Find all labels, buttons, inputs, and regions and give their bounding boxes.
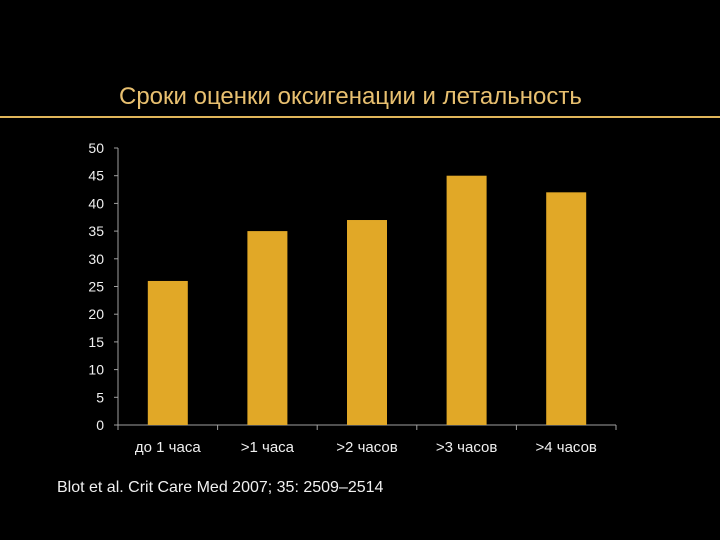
x-tick-label: до 1 часа [135, 439, 201, 456]
y-tick-label: 25 [88, 279, 104, 295]
x-axis [117, 424, 617, 430]
y-tick-label: 0 [96, 417, 104, 433]
y-tick-label: 35 [88, 223, 104, 239]
x-tick-label: >3 часов [436, 439, 497, 456]
bar [446, 175, 487, 425]
y-axis: 0 5 10 15 20 25 30 35 40 45 50 [88, 140, 119, 433]
y-tick-label: 40 [88, 195, 104, 211]
y-tick-label: 30 [88, 251, 104, 267]
x-tick-label: >1 часа [241, 439, 295, 456]
x-tick-label: >4 часов [535, 439, 596, 456]
title-divider [0, 116, 720, 118]
slide-title: Сроки оценки оксигенации и летальность [119, 83, 582, 110]
bar [546, 192, 587, 425]
citation: Blot et al. Crit Care Med 2007; 35: 2509… [57, 479, 384, 496]
y-tick-label: 45 [88, 168, 104, 184]
y-tick-label: 15 [88, 334, 104, 350]
y-tick-label: 10 [88, 362, 104, 378]
x-tick-label: >2 часов [336, 439, 397, 456]
bar [147, 280, 188, 425]
bars [147, 175, 587, 425]
y-tick-label: 20 [88, 306, 104, 322]
y-tick-label: 50 [88, 140, 104, 156]
bar [347, 220, 387, 425]
bar [247, 231, 288, 425]
y-tick-label: 5 [96, 389, 104, 405]
x-tick-labels: до 1 часа >1 часа >2 часов >3 часов >4 часов [135, 439, 597, 456]
